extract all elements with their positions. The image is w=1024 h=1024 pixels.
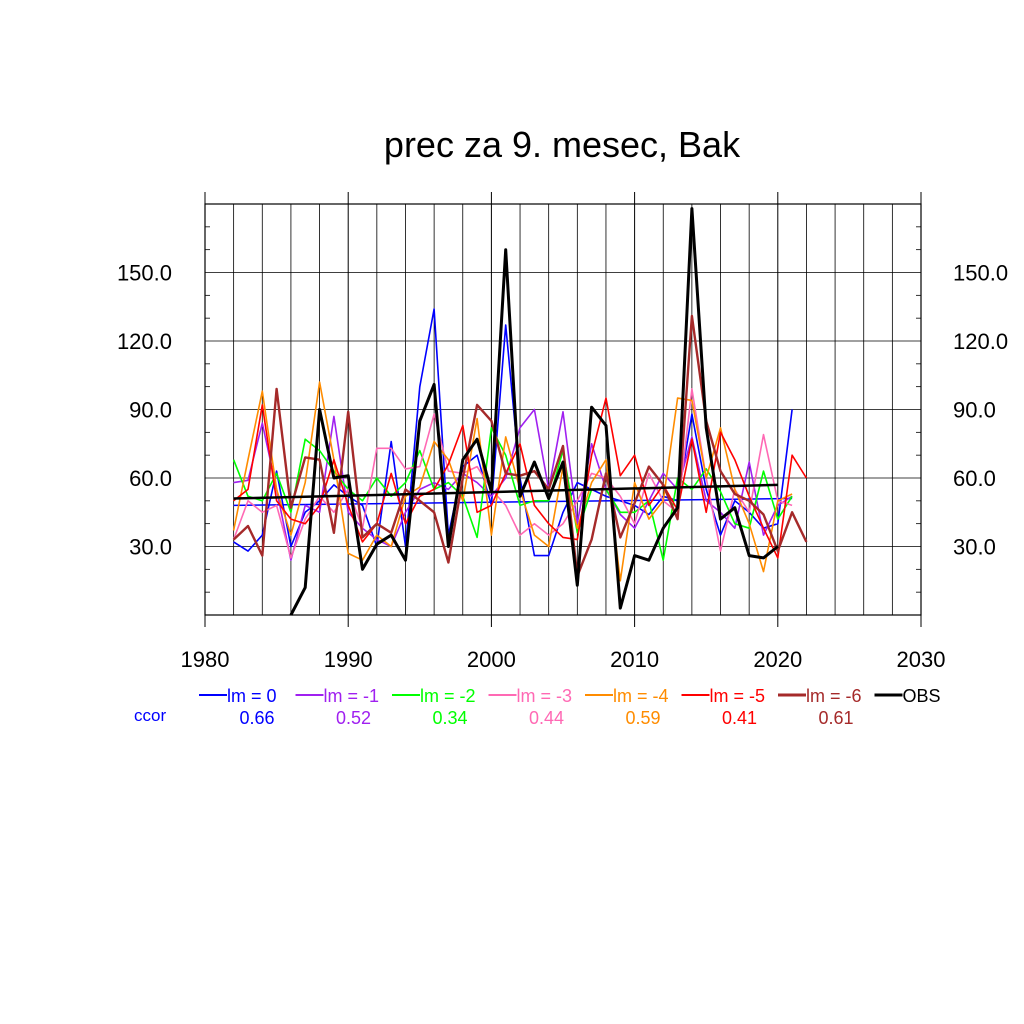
series-line-1: [233, 408, 793, 562]
legend-label-2: lm = -2: [420, 686, 476, 706]
x-tick-label: 2030: [897, 647, 946, 672]
y-tick-label-right: 30.0: [953, 535, 996, 560]
x-tick-label: 2010: [610, 647, 659, 672]
legend-label-7: OBS: [903, 686, 941, 706]
y-tick-label-right: 120.0: [953, 329, 1008, 354]
legend-label-0: lm = 0: [227, 686, 277, 706]
y-tick-label-left: 90.0: [129, 398, 172, 423]
ccor-label: ccor: [134, 706, 166, 725]
y-tick-label-right: 150.0: [953, 261, 1008, 286]
ccor-value-4: 0.59: [625, 708, 660, 728]
x-tick-label: 1990: [324, 647, 373, 672]
chart-title: prec za 9. mesec, Bak: [384, 124, 741, 165]
legend-label-6: lm = -6: [806, 686, 862, 706]
legend-label-4: lm = -4: [613, 686, 669, 706]
series-lines: [232, 207, 808, 616]
ccor-value-3: 0.44: [529, 708, 564, 728]
x-tick-label: 2020: [753, 647, 802, 672]
plot-frame: [204, 203, 922, 616]
series-line-7: [289, 207, 779, 616]
ccor-value-0: 0.66: [239, 708, 274, 728]
y-tick-label-right: 60.0: [953, 466, 996, 491]
x-tick-label: 2000: [467, 647, 516, 672]
ccor-value-1: 0.52: [336, 708, 371, 728]
legend-label-3: lm = -3: [517, 686, 573, 706]
ccor-value-2: 0.34: [432, 708, 467, 728]
y-tick-label-right: 90.0: [953, 398, 996, 423]
ccor-value-5: 0.41: [722, 708, 757, 728]
x-tick-label: 1980: [181, 647, 230, 672]
legend-label-1: lm = -1: [324, 686, 380, 706]
axis-ticks: 1980 1990 2000 2010 2020 2030 30.0 30.0 60.0 60.0…: [117, 192, 1008, 672]
grid-lines: [205, 204, 921, 615]
series-line-3: [232, 388, 793, 559]
trend-line-7: [233, 483, 778, 500]
ccor-value-6: 0.61: [818, 708, 853, 728]
y-tick-label-left: 30.0: [129, 535, 172, 560]
series-line-4: [232, 381, 793, 582]
y-tick-label-left: 60.0: [129, 466, 172, 491]
y-tick-label-left: 120.0: [117, 329, 172, 354]
legend-label-5: lm = -5: [710, 686, 766, 706]
y-tick-label-left: 150.0: [117, 261, 172, 286]
